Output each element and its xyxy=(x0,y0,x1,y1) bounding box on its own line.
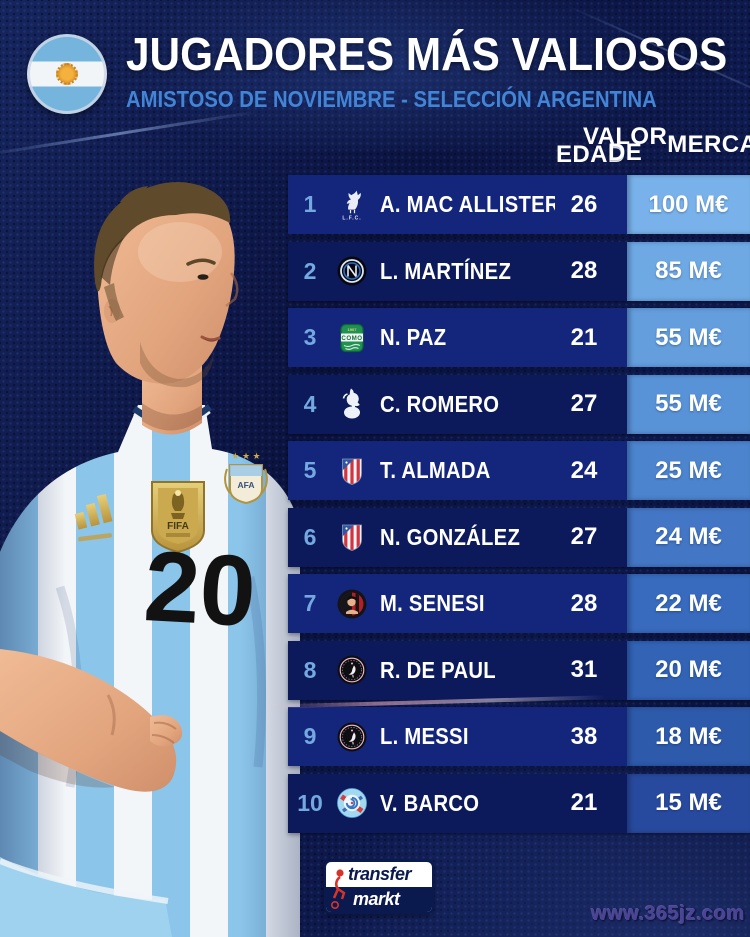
player-age: 31 xyxy=(570,656,598,683)
player-name: L. MESSI xyxy=(380,723,469,749)
page-subtitle: AMISTOSO DE NOVIEMBRE - SELECCIÓN ARGENT… xyxy=(126,86,657,112)
player-name: V. BARCO xyxy=(380,789,480,816)
inter-miami-crest-icon xyxy=(332,717,372,757)
transfermarkt-logo-top: transfer xyxy=(348,864,412,884)
rank-label: 10 xyxy=(297,789,323,816)
rank-label: 8 xyxy=(303,656,317,683)
market-value-cell: 85 M€ xyxy=(627,241,750,301)
inter-miami-crest-icon xyxy=(332,650,372,690)
page-title: JUGADORES MÁS VALIOSOS xyxy=(126,28,728,80)
player-age: 27 xyxy=(570,523,598,550)
rank-label: 9 xyxy=(303,723,317,749)
atletico-madrid-crest-icon xyxy=(332,451,372,491)
player-name: M. SENESI xyxy=(380,590,485,616)
market-value-cell: 25 M€ xyxy=(627,441,750,500)
player-age: 38 xyxy=(570,722,598,750)
rank-label: 3 xyxy=(303,324,317,350)
player-name: R. DE PAUL xyxy=(380,656,496,683)
watermark: www.365jz.com xyxy=(591,903,745,925)
column-header-market-value: VALOR DE MERCADO xyxy=(583,123,750,166)
como-crest-icon: 1907 COMO xyxy=(332,318,372,358)
market-value-cell: 55 M€ xyxy=(627,308,750,367)
argentina-flag-icon xyxy=(27,34,107,114)
player-age: 24 xyxy=(570,456,598,484)
players-table: 1 L.F.C. A. MAC ALLISTER 26 100 M€ 2 xyxy=(288,175,750,840)
table-row: 5 T. ALMADA 24 25 M€ xyxy=(288,441,750,500)
svg-text:FIFA: FIFA xyxy=(167,521,189,532)
player-name: N. PAZ xyxy=(380,324,447,350)
table-row: 3 1907 COMO N. PAZ 21 55 M€ xyxy=(288,308,750,367)
player-age: 27 xyxy=(570,390,598,417)
transfermarkt-logo-bottom: markt xyxy=(326,887,432,912)
adidas-logo-icon xyxy=(74,493,113,542)
market-value-cell: 18 M€ xyxy=(627,707,750,766)
table-row: 1 L.F.C. A. MAC ALLISTER 26 100 M€ xyxy=(288,175,750,234)
player-photo: FIFA ★ ★ ★ AFA 20 xyxy=(0,182,300,937)
table-row: 6 N. GONZÁLEZ 27 24 M€ xyxy=(288,507,750,567)
player-name: N. GONZÁLEZ xyxy=(380,523,521,550)
player-age: 28 xyxy=(570,257,598,284)
rank-label: 7 xyxy=(303,590,317,616)
player-age: 26 xyxy=(570,190,598,218)
table-row: 9 L. MESSI 38 18 M€ xyxy=(288,707,750,766)
svg-text:AFA: AFA xyxy=(238,480,255,490)
market-value-cell: 100 M€ xyxy=(627,175,750,234)
shirt-number: 20 xyxy=(141,530,258,648)
sun-of-may-icon xyxy=(56,63,78,85)
market-value-cell: 24 M€ xyxy=(627,507,750,567)
market-value-cell: 55 M€ xyxy=(627,374,750,434)
table-row: 7 M. SENESI 28 22 M€ xyxy=(288,574,750,633)
player-age: 21 xyxy=(570,789,598,816)
table-row: 2 L. MARTÍNEZ 28 85 M€ xyxy=(288,241,750,301)
player-name: C. ROMERO xyxy=(380,390,500,417)
atletico-madrid-crest-icon xyxy=(332,517,372,557)
bournemouth-crest-icon xyxy=(332,584,372,624)
tottenham-crest-icon xyxy=(332,384,372,424)
rank-label: 6 xyxy=(303,523,317,550)
column-header-age: EDAD xyxy=(556,141,626,168)
player-name: L. MARTÍNEZ xyxy=(380,257,512,284)
fifa-champions-badge-icon: FIFA xyxy=(151,481,205,554)
transfermarkt-logo: transfer markt xyxy=(324,860,434,914)
rank-label: 5 xyxy=(303,457,317,483)
player-age: 28 xyxy=(570,589,598,617)
rank-label: 1 xyxy=(303,191,317,217)
market-value-cell: 20 M€ xyxy=(627,640,750,700)
liverpool-crest-icon: L.F.C. xyxy=(332,185,372,225)
svg-text:★ ★ ★: ★ ★ ★ xyxy=(231,451,260,461)
player-name: A. MAC ALLISTER xyxy=(380,191,555,217)
svg-text:L.F.C.: L.F.C. xyxy=(342,215,361,221)
market-value-cell: 15 M€ xyxy=(627,773,750,833)
rank-label: 2 xyxy=(303,257,317,284)
rank-label: 4 xyxy=(303,390,317,417)
svg-text:COMO: COMO xyxy=(341,334,362,341)
strasbourg-crest-icon xyxy=(332,783,372,823)
player-age: 21 xyxy=(570,323,598,351)
svg-text:1907: 1907 xyxy=(348,326,358,331)
table-row: 4 C. ROMERO 27 55 M€ xyxy=(288,374,750,434)
player-name: T. ALMADA xyxy=(380,457,491,483)
inter-milan-crest-icon xyxy=(332,251,372,291)
transfermarkt-player-icon xyxy=(330,869,346,909)
afa-crest-icon: ★ ★ ★ AFA xyxy=(224,451,268,505)
table-row: 10 V. BARCO 21 15 M€ xyxy=(288,773,750,833)
market-value-cell: 22 M€ xyxy=(627,574,750,633)
table-row: 8 R. DE PAUL 31 20 M€ xyxy=(288,640,750,700)
